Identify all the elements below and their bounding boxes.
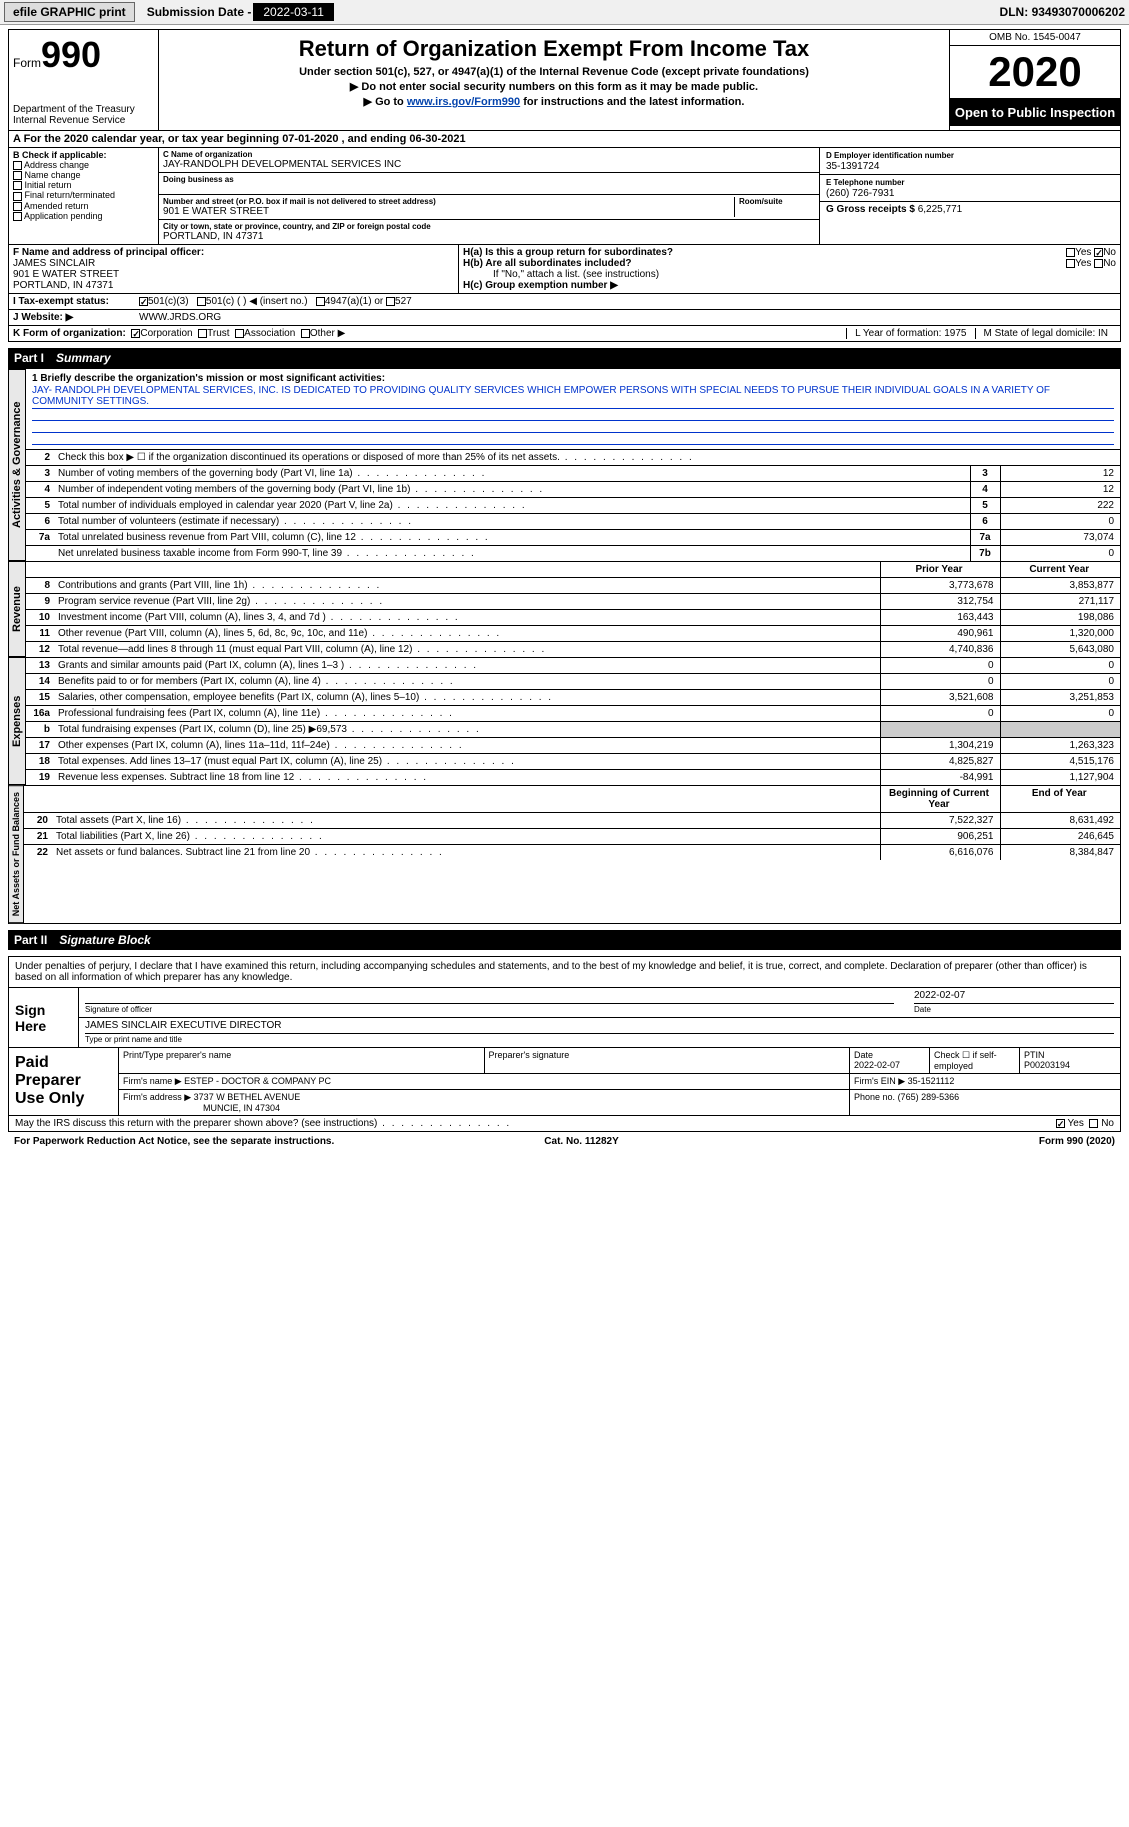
side-expenses: Expenses [9,657,26,785]
form-header: Form990 Department of the Treasury Inter… [8,29,1121,131]
dept-label: Department of the Treasury Internal Reve… [13,104,154,126]
state-domicile: M State of legal domicile: IN [975,328,1117,339]
expenses-table: 13Grants and similar amounts paid (Part … [26,657,1120,785]
ein: 35-1391724 [826,161,879,172]
irs-link[interactable]: www.irs.gov/Form990 [407,96,520,108]
tax-year: 2020 [950,46,1120,99]
gross-receipts: 6,225,771 [918,204,963,215]
part-1-header: Part ISummary [8,348,1121,368]
submission-date: 2022-03-11 [253,3,334,21]
discuss-yes[interactable] [1056,1119,1065,1128]
city: PORTLAND, IN 47371 [163,231,263,242]
year-formation: L Year of formation: 1975 [846,328,974,339]
period-line: A For the 2020 calendar year, or tax yea… [8,131,1121,148]
netassets-table: Beginning of Current YearEnd of Year20To… [24,785,1120,860]
box-right: D Employer identification number35-13917… [820,148,1120,244]
side-governance: Activities & Governance [9,369,26,561]
submission-label: Submission Date - [147,5,252,19]
box-h: H(a) Is this a group return for subordin… [459,245,1120,293]
dln: DLN: 93493070006202 [1000,5,1125,19]
box-b: B Check if applicable: Address change Na… [9,148,159,244]
page-footer: For Paperwork Reduction Act Notice, see … [8,1132,1121,1151]
signature-block: Under penalties of perjury, I declare th… [8,956,1121,1132]
governance-table: 2Check this box ▶ ☐ if the organization … [26,449,1120,561]
omb-number: OMB No. 1545-0047 [950,30,1120,46]
checkbox-item[interactable]: Address change [13,160,154,170]
website: WWW.JRDS.ORG [139,312,221,323]
form-number: 990 [41,34,101,75]
side-revenue: Revenue [9,561,26,657]
form-title: Return of Organization Exempt From Incom… [165,36,943,62]
sign-here-label: Sign Here [9,988,79,1047]
website-row: J Website: ▶ WWW.JRDS.ORG [8,310,1121,326]
checkbox-item[interactable]: Final return/terminated [13,190,154,200]
box-f: F Name and address of principal officer:… [9,245,459,293]
mission: 1 Briefly describe the organization's mi… [26,369,1120,449]
efile-button[interactable]: efile GRAPHIC print [4,2,135,22]
tax-exempt-row: I Tax-exempt status: 501(c)(3) 501(c) ( … [8,294,1121,310]
501c3-checkbox[interactable] [139,297,148,306]
org-name: JAY-RANDOLPH DEVELOPMENTAL SERVICES INC [163,159,401,170]
form-note-2: ▶ Go to www.irs.gov/Form990 for instruct… [165,95,943,108]
phone: (260) 726-7931 [826,188,894,199]
checkbox-item[interactable]: Initial return [13,180,154,190]
part-2-header: Part IISignature Block [8,930,1121,950]
checkbox-item[interactable]: Amended return [13,201,154,211]
discuss-row: May the IRS discuss this return with the… [9,1115,1120,1131]
form-note-1: ▶ Do not enter social security numbers o… [165,80,943,93]
side-netassets: Net Assets or Fund Balances [9,785,24,923]
checkbox-item[interactable]: Application pending [13,211,154,221]
revenue-table: Prior YearCurrent Year8Contributions and… [26,561,1120,657]
top-bar: efile GRAPHIC print Submission Date - 20… [0,0,1129,25]
form-subtitle: Under section 501(c), 527, or 4947(a)(1)… [165,66,943,78]
open-to-public: Open to Public Inspection [950,99,1120,126]
box-c: C Name of organizationJAY-RANDOLPH DEVEL… [159,148,820,244]
checkbox-item[interactable]: Name change [13,170,154,180]
paid-preparer-label: Paid Preparer Use Only [9,1048,119,1115]
discuss-no[interactable] [1089,1119,1098,1128]
form-label: Form [13,56,41,70]
k-row: K Form of organization: Corporation Trus… [8,326,1121,342]
street: 901 E WATER STREET [163,206,269,217]
